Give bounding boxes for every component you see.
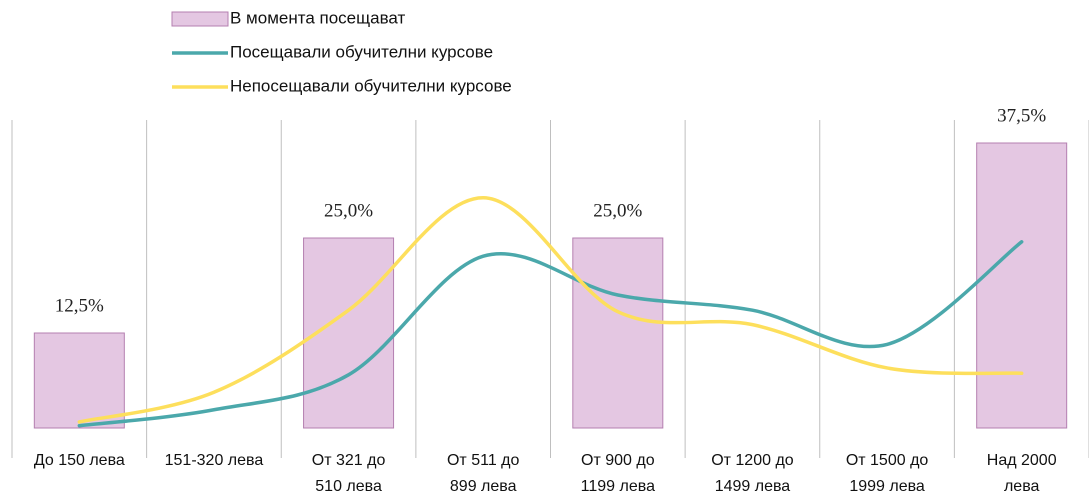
legend-label: Непосещавали обучителни курсове — [230, 76, 512, 95]
bar — [572, 237, 664, 429]
x-tick-label: Над 2000 лева — [986, 452, 1057, 495]
data-label: 12,5% — [55, 295, 104, 316]
x-tick-label: От 321 до 510 лева — [311, 452, 386, 495]
data-label: 37,5% — [997, 105, 1046, 126]
x-tick-label: От 511 до 899 лева — [446, 452, 520, 495]
bar — [976, 142, 1068, 429]
data-label: 25,0% — [324, 200, 373, 221]
x-tick-label: 151-320 лева — [164, 452, 264, 469]
line — [77, 240, 1024, 428]
x-tick-label: От 1500 до 1999 лева — [845, 452, 929, 495]
data-label: 25,0% — [593, 200, 642, 221]
bar — [33, 332, 125, 429]
x-tick-label: От 900 до 1199 лева — [580, 452, 655, 495]
legend-swatch — [171, 11, 229, 27]
legend-label: Посещавали обучителни курсове — [230, 42, 493, 61]
line — [77, 195, 1024, 424]
legend-label: В момента посещават — [230, 8, 405, 27]
x-tick-label: От 1200 до 1499 лева — [711, 452, 794, 495]
x-tick-label: До 150 лева — [33, 452, 125, 469]
